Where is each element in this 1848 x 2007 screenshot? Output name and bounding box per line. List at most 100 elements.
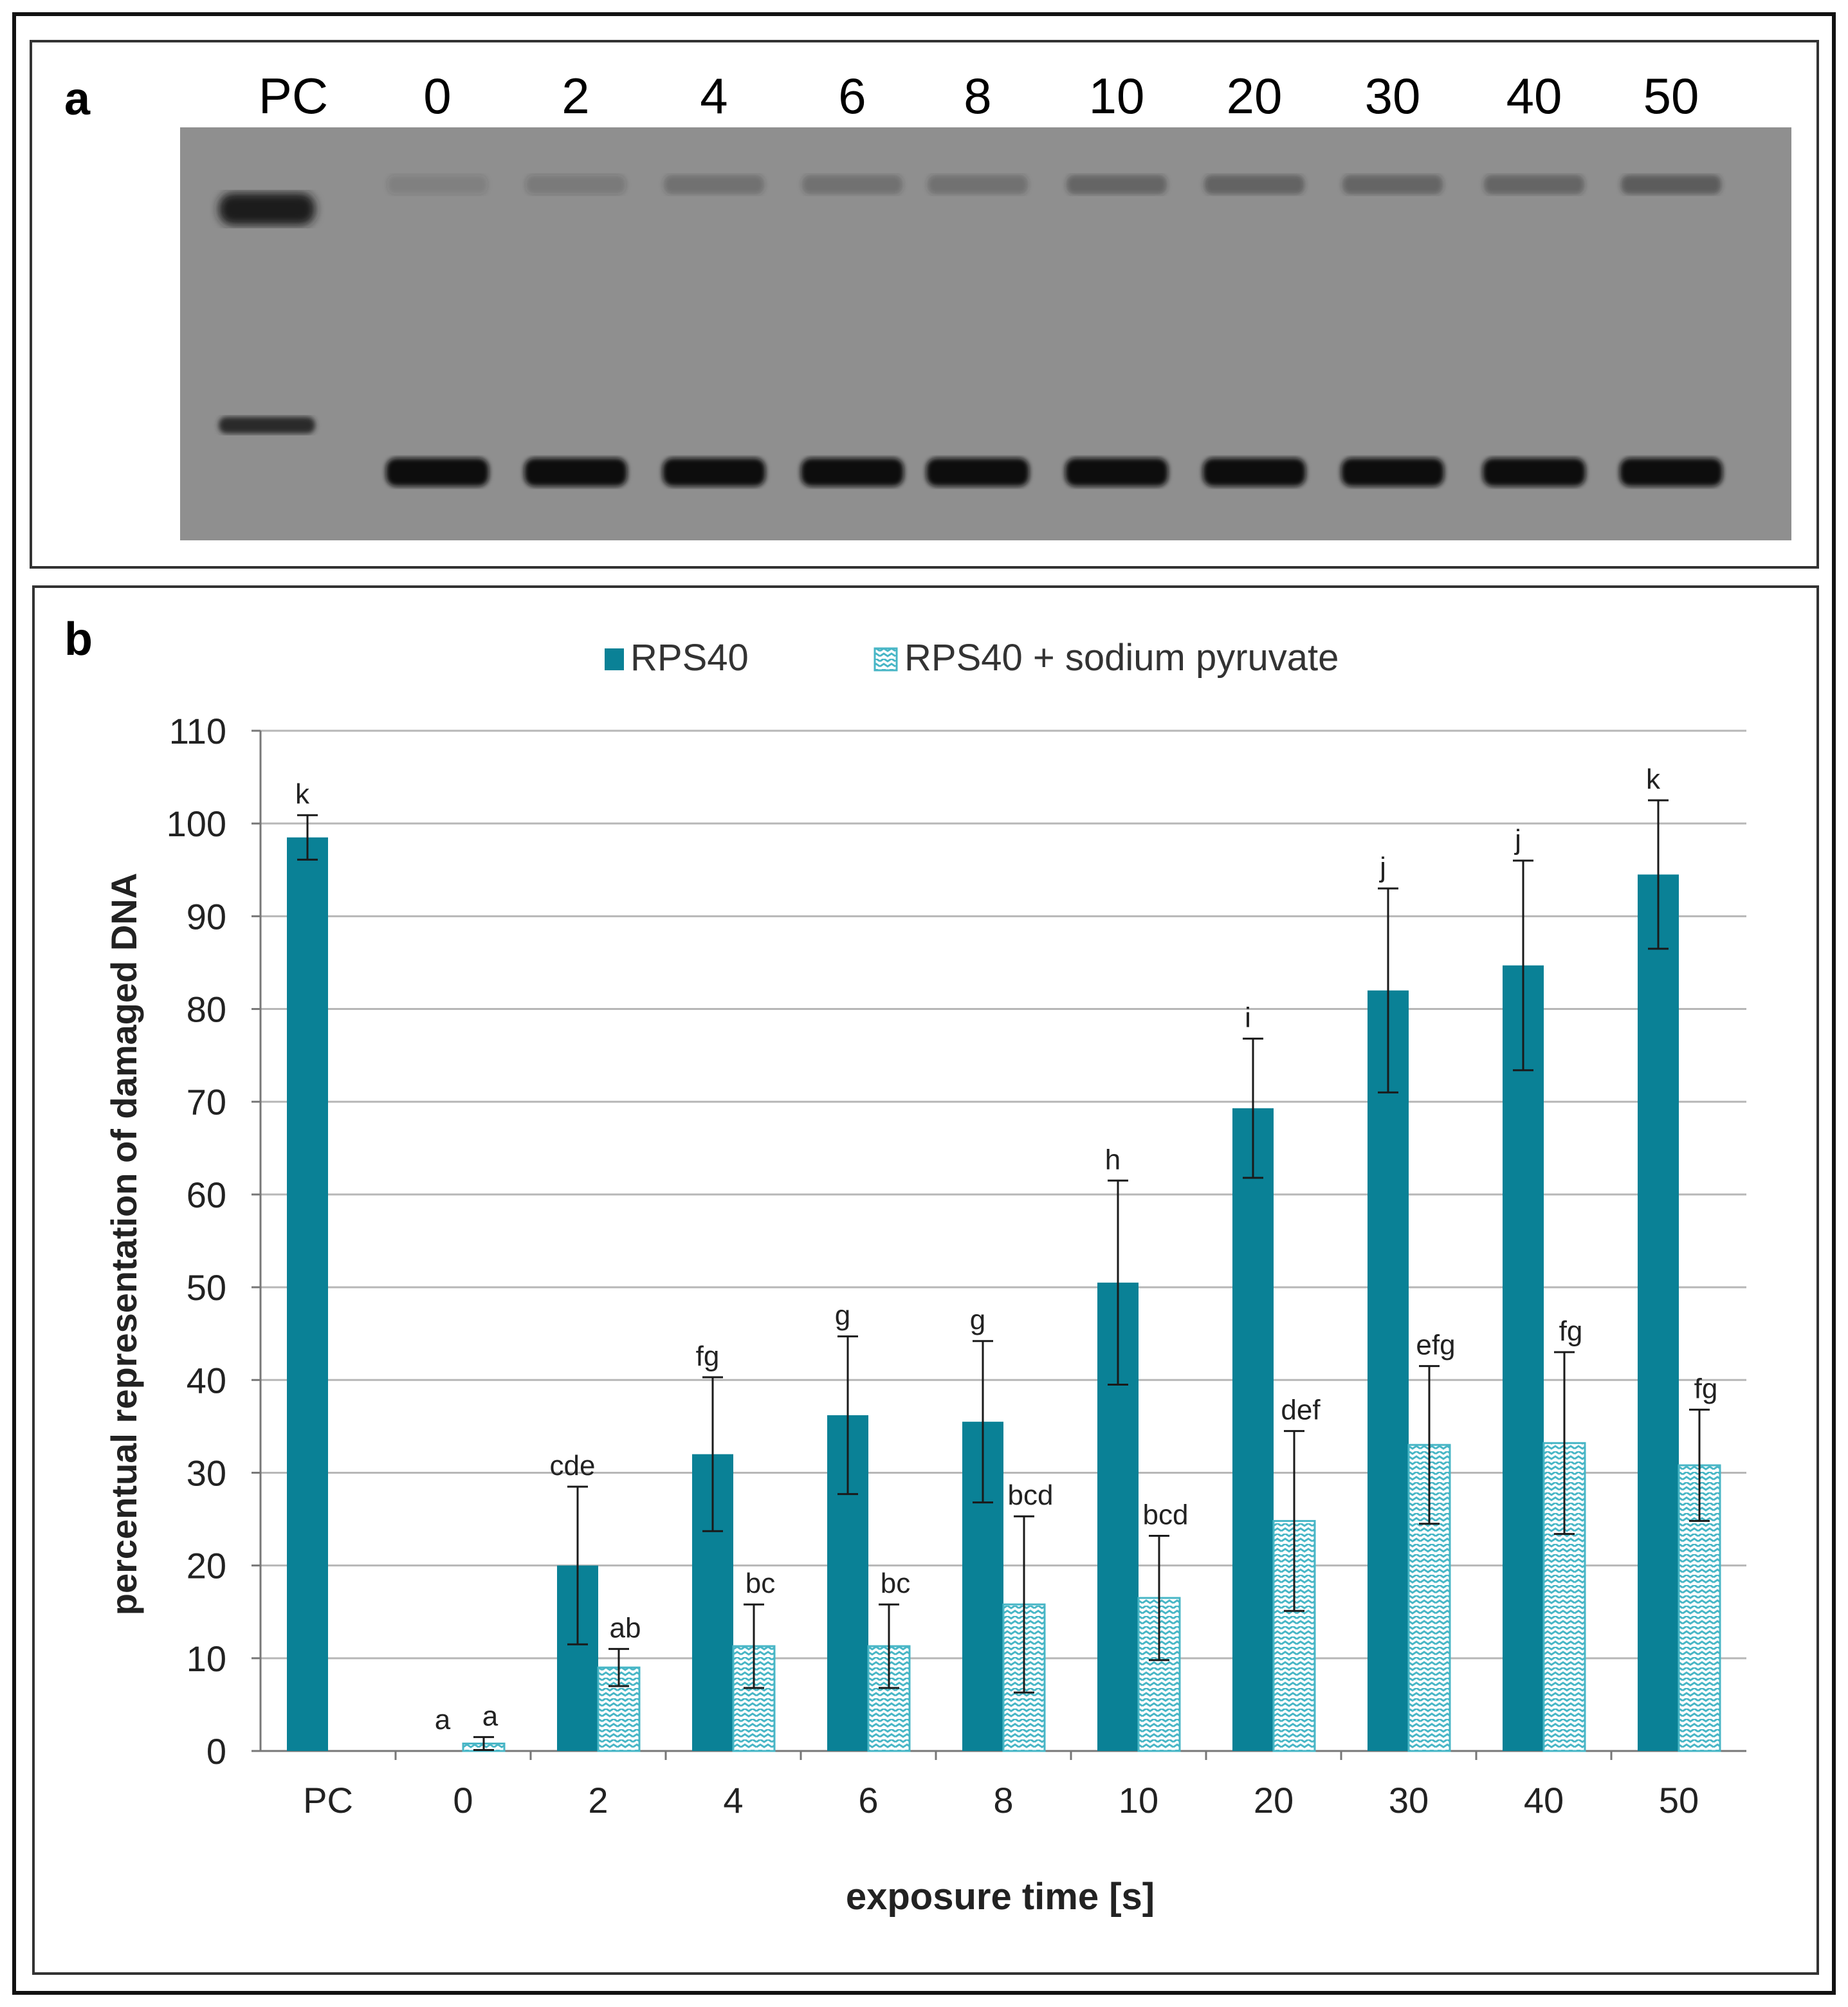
x-tick-label-50: 50 (1659, 1780, 1699, 1820)
y-tick-label-60: 60 (187, 1175, 226, 1215)
gel-band-bottom-0 (386, 458, 489, 486)
panel-b: b RPS40 RPS40 + sodium pyruvate percentu… (32, 585, 1819, 1975)
x-tick-label-6: 6 (858, 1780, 878, 1820)
panel-a-label: a (64, 73, 91, 125)
lane-label-50: 50 (1643, 68, 1699, 124)
lane-label-40: 40 (1506, 68, 1562, 124)
gel-band-bottom-30 (1341, 458, 1444, 486)
x-axis-ticks: PC 0 2 4 6 8 10 20 30 40 50 (303, 1751, 1699, 1820)
gel-band-top-2 (526, 175, 626, 194)
x-tick-label-2: 2 (588, 1780, 608, 1820)
y-tick-label-110: 110 (169, 711, 226, 751)
bar-letter-s2-20: def (1281, 1395, 1321, 1426)
x-tick-label-10: 10 (1119, 1780, 1158, 1820)
x-tick-label-30: 30 (1389, 1780, 1429, 1820)
lane-label-4: 4 (700, 68, 727, 124)
legend-swatch-rps40 (605, 648, 624, 670)
bar-letter-s1-30: j (1378, 852, 1386, 883)
bar-letter-s2-6: bc (881, 1568, 910, 1599)
gel-band-bottom-40 (1483, 458, 1586, 486)
y-axis-ticks: 0 10 20 30 40 50 60 70 80 90 100 110 (167, 711, 261, 1772)
bar-rps40-50 (1638, 874, 1679, 1751)
legend-label-rps40: RPS40 (630, 637, 749, 679)
gel-band-top-0 (387, 175, 488, 194)
lane-label-0: 0 (423, 68, 451, 124)
bar-rps40-20 (1232, 1108, 1274, 1751)
gel-band-bottom-6 (801, 458, 904, 486)
gel-band-top-20 (1204, 175, 1304, 194)
y-tick-label-50: 50 (187, 1267, 226, 1308)
y-axis-label: percentual representation of damaged DNA (104, 873, 144, 1615)
lane-label-2: 2 (562, 68, 589, 124)
bar-letter-s2-8: bcd (1008, 1480, 1054, 1511)
bar-letter-s1-40: j (1514, 824, 1521, 856)
bar-rps40-pyruvate-20 (1272, 1519, 1316, 1752)
bar-letter-s1-8: g (970, 1305, 985, 1336)
bar-letter-s2-40: fg (1559, 1315, 1583, 1347)
y-tick-label-80: 80 (187, 989, 226, 1030)
gel-band-top-8 (928, 175, 1028, 194)
gel-band-top-50 (1621, 175, 1721, 194)
legend-label-rps40-pyruvate: RPS40 + sodium pyruvate (904, 637, 1339, 679)
gel-band-top-30 (1342, 175, 1443, 194)
bar-rps40-40 (1503, 965, 1544, 1751)
legend: RPS40 RPS40 + sodium pyruvate (605, 637, 1339, 679)
panel-b-frame (32, 585, 1819, 1975)
y-tick-label-10: 10 (187, 1638, 226, 1679)
y-tick-label-30: 30 (187, 1453, 226, 1493)
gel-band-bottom-10 (1065, 458, 1168, 486)
gel-band-bottom-2 (524, 458, 627, 486)
x-tick-label-pc: PC (303, 1780, 353, 1820)
bar-letter-s2-2: ab (610, 1612, 641, 1644)
lane-label-20: 20 (1227, 68, 1283, 124)
gel-band-top-4 (664, 175, 764, 194)
outer-frame (12, 12, 1836, 1995)
gel-band-top-10 (1066, 175, 1167, 194)
bar-letter-s1-4: fg (696, 1341, 720, 1372)
bar-letter-s1-pc: k (295, 778, 310, 810)
lane-label-8: 8 (964, 68, 991, 124)
lane-label-30: 30 (1365, 68, 1421, 124)
panel-a-frame (30, 40, 1819, 569)
y-tick-label-20: 20 (187, 1546, 226, 1586)
bar-letter-s2-50: fg (1694, 1373, 1718, 1404)
lane-label-pc: PC (259, 68, 328, 124)
legend-swatch-rps40-pyruvate (874, 647, 898, 672)
x-tick-label-0: 0 (453, 1780, 473, 1820)
gel-band-bottom-20 (1203, 458, 1306, 486)
panel-b-label: b (64, 614, 93, 665)
bar-letter-s1-20: i (1245, 1002, 1251, 1034)
panel-a: a PC 0 2 4 6 8 10 20 30 40 50 (30, 40, 1819, 569)
bars: k a cde fg g g h i j j k a ab bc bc bcd bcd def efg fg fg (287, 764, 1721, 1752)
gel-bands (219, 175, 1723, 486)
gel-band-pc-middle (219, 417, 315, 434)
x-tick-label-4: 4 (723, 1780, 743, 1820)
bar-letter-s1-10: h (1105, 1144, 1121, 1175)
y-tick-label-0: 0 (206, 1731, 226, 1772)
gel-band-top-40 (1484, 175, 1584, 194)
gel-band-pc-top (219, 193, 315, 225)
bar-letter-s1-2: cde (550, 1450, 596, 1481)
gel-band-top-6 (802, 175, 902, 194)
x-tick-label-40: 40 (1524, 1780, 1564, 1820)
x-tick-label-20: 20 (1254, 1780, 1294, 1820)
gel-band-bottom-4 (663, 458, 765, 486)
gel-band-bottom-50 (1620, 458, 1723, 486)
lane-label-10: 10 (1089, 68, 1145, 124)
gel-band-bottom-8 (926, 458, 1029, 486)
bar-letter-s2-30: efg (1416, 1330, 1455, 1361)
bar-letter-s1-50: k (1646, 764, 1661, 795)
bar-letter-s1-0: a (435, 1704, 451, 1736)
bar-letter-s2-10: bcd (1143, 1499, 1189, 1530)
y-tick-label-90: 90 (187, 896, 226, 937)
bar-letter-s2-4: bc (746, 1568, 775, 1599)
y-tick-label-70: 70 (187, 1082, 226, 1123)
gel-lane-labels: PC 0 2 4 6 8 10 20 30 40 50 (259, 68, 1699, 124)
y-tick-label-40: 40 (187, 1360, 226, 1400)
x-tick-label-8: 8 (993, 1780, 1013, 1820)
lane-label-6: 6 (838, 68, 866, 124)
bar-letter-s2-0: a (482, 1700, 499, 1732)
bar-rps40-30 (1368, 990, 1409, 1751)
bar-rps40-pc (287, 837, 328, 1751)
